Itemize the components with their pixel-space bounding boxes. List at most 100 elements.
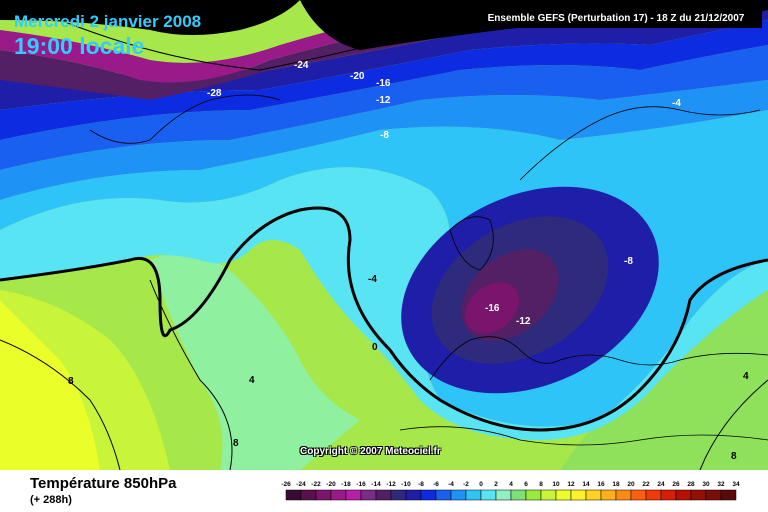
scale-swatch [540, 489, 557, 501]
zone-yellowgreen-southwest [0, 290, 170, 470]
scale-swatch [510, 489, 527, 501]
forecast-local-time: 19:00 locale [14, 33, 145, 59]
scale-tick-label: -16 [356, 481, 366, 488]
scale-swatch [630, 489, 647, 501]
copyright-notice: Copyright © 2007 Meteociel.fr [300, 446, 441, 457]
scale-swatch [570, 489, 587, 501]
scale-swatch [315, 489, 332, 501]
scale-swatch [420, 489, 437, 501]
forecast-date: Mercredi 2 janvier 2008 [14, 12, 202, 31]
scale-swatch [330, 489, 347, 501]
scale-swatch [300, 489, 317, 501]
scale-swatch [660, 489, 677, 501]
contour-label: -16 [376, 78, 391, 89]
isotherm-thin-3 [59, 19, 471, 71]
scale-tick-label: 32 [717, 481, 725, 488]
scale-tick-label: 6 [524, 481, 528, 488]
contour-label: -20 [350, 71, 365, 82]
scale-tick-label: 30 [702, 481, 710, 488]
scale-tick-label: 14 [582, 481, 590, 488]
contour-label: 8 [68, 376, 74, 387]
scale-tick-label: -8 [418, 481, 424, 488]
scale-tick-label: -26 [281, 481, 291, 488]
coastline-scandinavia [519, 106, 761, 181]
scale-tick-label: 10 [552, 481, 560, 488]
zone-deep-blue [0, 20, 768, 140]
temperature-map [0, 0, 768, 470]
variable-title: Température 850hPa [30, 475, 177, 492]
scale-tick-label: 8 [539, 481, 543, 488]
zone-offscale-northwest [0, 0, 300, 35]
zone-medium-blue [0, 80, 768, 200]
zone-cyan [0, 167, 768, 440]
cold-pool-core [465, 282, 519, 334]
scale-swatch [480, 489, 497, 501]
coastline-britain [449, 216, 494, 271]
scale-swatch [495, 489, 512, 501]
zone-light-green-mid [150, 253, 360, 470]
scale-swatch [465, 489, 482, 501]
scale-tick-label: 22 [642, 481, 650, 488]
contour-label: -12 [376, 95, 391, 106]
contour-label: -28 [207, 88, 222, 99]
scale-swatch [585, 489, 602, 501]
scale-swatch [375, 489, 392, 501]
lead-time: (+ 288h) [30, 494, 72, 506]
contour-label: -8 [380, 130, 389, 141]
contour-label: 8 [233, 438, 239, 449]
coastline-greenland [89, 94, 281, 144]
scale-tick-label: 4 [509, 481, 513, 488]
scale-tick-label: -4 [448, 481, 454, 488]
zone-green-southeast [560, 290, 768, 470]
scale-swatch [345, 489, 362, 501]
scale-tick-label: -14 [371, 481, 381, 488]
isotherm-thin-1 [149, 279, 233, 470]
scale-swatch [285, 489, 302, 501]
contour-label: 0 [372, 342, 378, 353]
color-scale-legend: -26 -24 -22 -20 -18 -16 -14 -12 -10 -8 -6 -4 -2 0 2 4 6 8… [281, 481, 740, 501]
model-run-info: Ensemble GEFS (Perturbation 17) - 18 Z d… [470, 10, 762, 28]
scale-tick-label: -2 [463, 481, 469, 488]
scale-swatch [690, 489, 707, 501]
scale-swatch [600, 489, 617, 501]
contour-label: -16 [485, 303, 500, 314]
scale-swatch [390, 489, 407, 501]
scale-tick-label: -24 [296, 481, 306, 488]
scale-swatch [405, 489, 422, 501]
scale-tick-label: 18 [612, 481, 620, 488]
scale-tick-label: -22 [311, 481, 321, 488]
scale-tick-label: 0 [479, 481, 483, 488]
scale-tick-label: 12 [567, 481, 575, 488]
contour-label: 4 [743, 371, 749, 382]
scale-tick-label: -18 [341, 481, 351, 488]
scale-tick-label: 24 [657, 481, 665, 488]
contour-label: -24 [294, 60, 309, 71]
contour-label: -8 [624, 256, 633, 267]
scale-tick-label: 16 [597, 481, 605, 488]
contour-label: -4 [368, 274, 377, 285]
zone-magenta [0, 0, 620, 83]
scale-swatch [435, 489, 452, 501]
isotherm-thin-4 [699, 379, 768, 470]
scale-swatch [360, 489, 377, 501]
scale-tick-label: 26 [672, 481, 680, 488]
zone-warm-southwest [0, 300, 100, 470]
scale-swatch [525, 489, 542, 501]
zone-blue [0, 45, 768, 170]
scale-tick-label: 28 [687, 481, 695, 488]
scale-swatch [615, 489, 632, 501]
isotherm-zero [0, 206, 768, 432]
contour-label: 4 [249, 375, 255, 386]
scale-tick-label: -12 [386, 481, 396, 488]
contour-label: -12 [516, 316, 531, 327]
scale-tick-label: -20 [326, 481, 336, 488]
scale-tick-label: 2 [494, 481, 498, 488]
scale-swatch [555, 489, 572, 501]
scale-swatch [705, 489, 722, 501]
contour-label: -4 [672, 98, 681, 109]
coastline-africa [399, 426, 768, 446]
scale-tick-label: 20 [627, 481, 635, 488]
scale-swatch [645, 489, 662, 501]
scale-swatch [675, 489, 692, 501]
